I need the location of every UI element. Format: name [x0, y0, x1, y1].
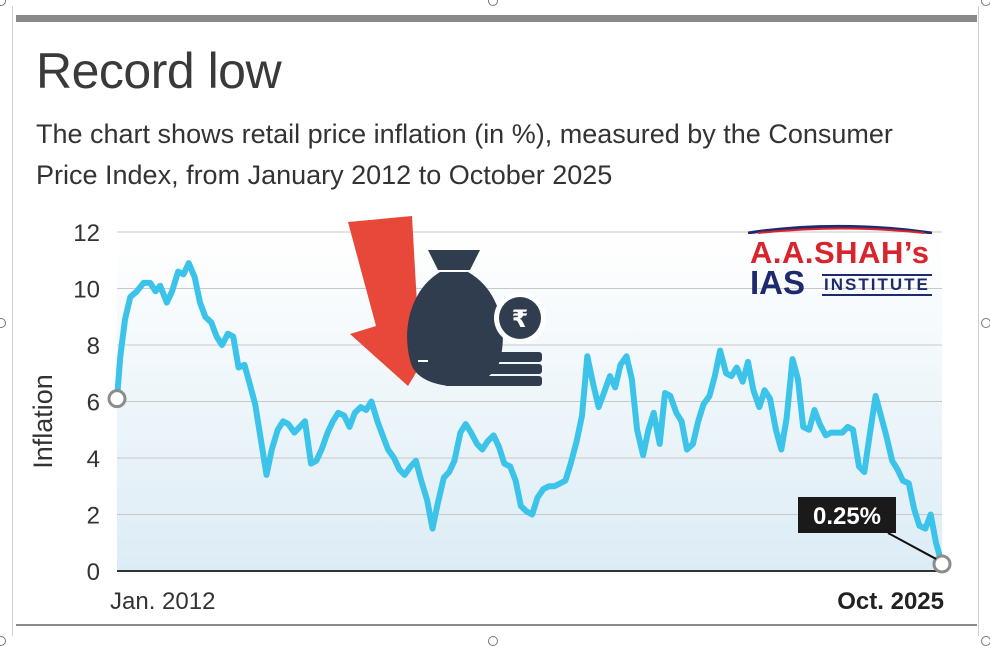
y-tick-8: 8: [87, 333, 100, 360]
resize-handle-top-left[interactable]: [0, 0, 6, 6]
y-tick-6: 6: [87, 390, 100, 417]
callout-leader-line: [887, 532, 937, 560]
x-tick-end: Oct. 2025: [837, 588, 944, 615]
logo-swoosh-icon: [748, 224, 932, 234]
bottom-rule: [16, 624, 977, 626]
top-rule: [16, 15, 977, 22]
logo-line1: A.A.SHAH’s: [750, 235, 930, 270]
end-point-marker: [932, 554, 952, 574]
y-tick-12: 12: [73, 220, 100, 247]
y-tick-0: 0: [87, 559, 100, 586]
money-bag-rupee-icon: ₹: [407, 250, 546, 386]
resize-handle-right[interactable]: [981, 318, 990, 328]
y-tick-4: 4: [87, 446, 100, 473]
start-point-marker: [107, 389, 127, 409]
y-axis-label: Inflation: [28, 374, 58, 469]
x-tick-start: Jan. 2012: [110, 588, 215, 615]
y-tick-2: 2: [87, 503, 100, 530]
chart-subtitle: The chart shows retail price inflation (…: [36, 119, 893, 190]
inflation-line: [114, 260, 945, 567]
outer-frame: [12, 6, 979, 636]
callout-box: [798, 497, 896, 533]
logo-institute: INSTITUTE: [822, 274, 932, 296]
resize-handle-left[interactable]: [0, 318, 6, 328]
callout-value-label: 0.25%: [813, 503, 881, 530]
institute-logo: A.A.SHAH’s IAS INSTITUTE: [748, 224, 932, 301]
resize-handle-top-right[interactable]: [981, 0, 990, 6]
svg-text:₹: ₹: [512, 305, 529, 333]
logo-ias: IAS: [750, 264, 806, 301]
y-tick-10: 10: [73, 277, 100, 304]
resize-handle-top[interactable]: [488, 0, 498, 6]
chart-title: Record low: [36, 43, 282, 99]
